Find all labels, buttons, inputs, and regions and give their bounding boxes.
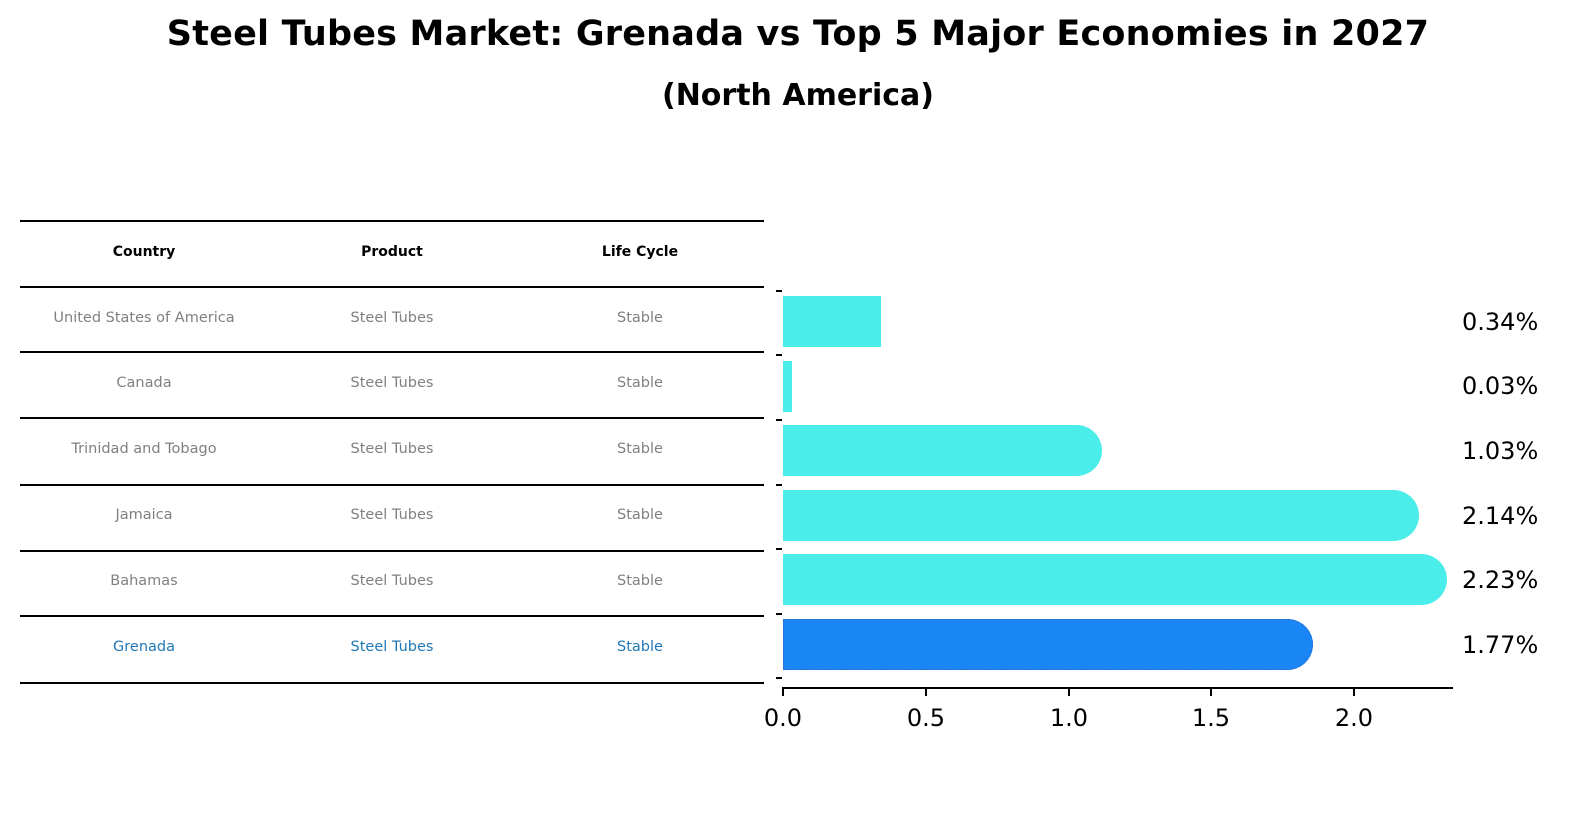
value-label: 1.03% xyxy=(1462,437,1539,465)
cell-product: Steel Tubes xyxy=(350,441,434,457)
cell-life-cycle: Stable xyxy=(617,573,663,589)
y-tick xyxy=(776,548,782,550)
chart-subtitle: (North America) xyxy=(661,78,934,113)
y-tick xyxy=(776,677,782,679)
cell-life-cycle: Stable xyxy=(617,441,663,457)
cell-product: Steel Tubes xyxy=(350,573,434,589)
cell-country: Grenada xyxy=(113,639,175,655)
cell-product: Steel Tubes xyxy=(350,310,434,326)
cell-life-cycle: Stable xyxy=(617,639,663,655)
x-axis-line xyxy=(782,687,1453,689)
cell-product: Steel Tubes xyxy=(350,639,434,655)
table-rule xyxy=(20,484,764,486)
cell-country: Trinidad and Tobago xyxy=(71,441,217,457)
cell-product: Steel Tubes xyxy=(350,375,434,391)
value-label: 2.14% xyxy=(1462,502,1539,530)
cell-country: Jamaica xyxy=(115,507,173,523)
x-tick xyxy=(1353,688,1355,696)
y-tick xyxy=(776,354,782,356)
bar-united-states xyxy=(783,296,881,347)
cell-life-cycle: Stable xyxy=(617,375,663,391)
table-rule xyxy=(20,550,764,552)
y-tick xyxy=(776,613,782,615)
header-life-cycle: Life Cycle xyxy=(601,244,679,260)
x-tick-label: 1.0 xyxy=(1049,704,1089,732)
table-rule xyxy=(20,220,764,222)
table-rule xyxy=(20,615,764,617)
cell-country: United States of America xyxy=(53,310,235,326)
table-rule xyxy=(20,286,764,288)
cell-life-cycle: Stable xyxy=(617,310,663,326)
x-tick-label: 1.5 xyxy=(1191,704,1231,732)
value-label: 2.23% xyxy=(1462,566,1539,594)
x-tick-label: 2.0 xyxy=(1334,704,1374,732)
y-tick xyxy=(776,484,782,486)
bar-bahamas xyxy=(783,554,1447,605)
bar-grenada xyxy=(783,619,1313,670)
x-tick xyxy=(1210,688,1212,696)
table-rule xyxy=(20,417,764,419)
chart-title: Steel Tubes Market: Grenada vs Top 5 Maj… xyxy=(166,14,1430,54)
value-label: 1.77% xyxy=(1462,631,1539,659)
cell-product: Steel Tubes xyxy=(350,507,434,523)
header-product: Product xyxy=(361,244,423,260)
x-tick xyxy=(782,688,784,696)
x-tick-label: 0.5 xyxy=(906,704,946,732)
cell-country: Canada xyxy=(116,375,172,391)
value-label: 0.03% xyxy=(1462,372,1539,400)
y-tick xyxy=(776,419,782,421)
header-country: Country xyxy=(112,244,176,260)
value-label: 0.34% xyxy=(1462,308,1539,336)
table-rule xyxy=(20,682,764,684)
x-tick xyxy=(925,688,927,696)
bar-canada xyxy=(783,361,792,412)
x-tick-label: 0.0 xyxy=(763,704,803,732)
y-tick xyxy=(776,290,782,292)
cell-life-cycle: Stable xyxy=(617,507,663,523)
x-tick xyxy=(1068,688,1070,696)
table-rule xyxy=(20,351,764,353)
cell-country: Bahamas xyxy=(110,573,178,589)
bar-jamaica xyxy=(783,490,1419,541)
bar-trinidad-and-tobago xyxy=(783,425,1102,476)
